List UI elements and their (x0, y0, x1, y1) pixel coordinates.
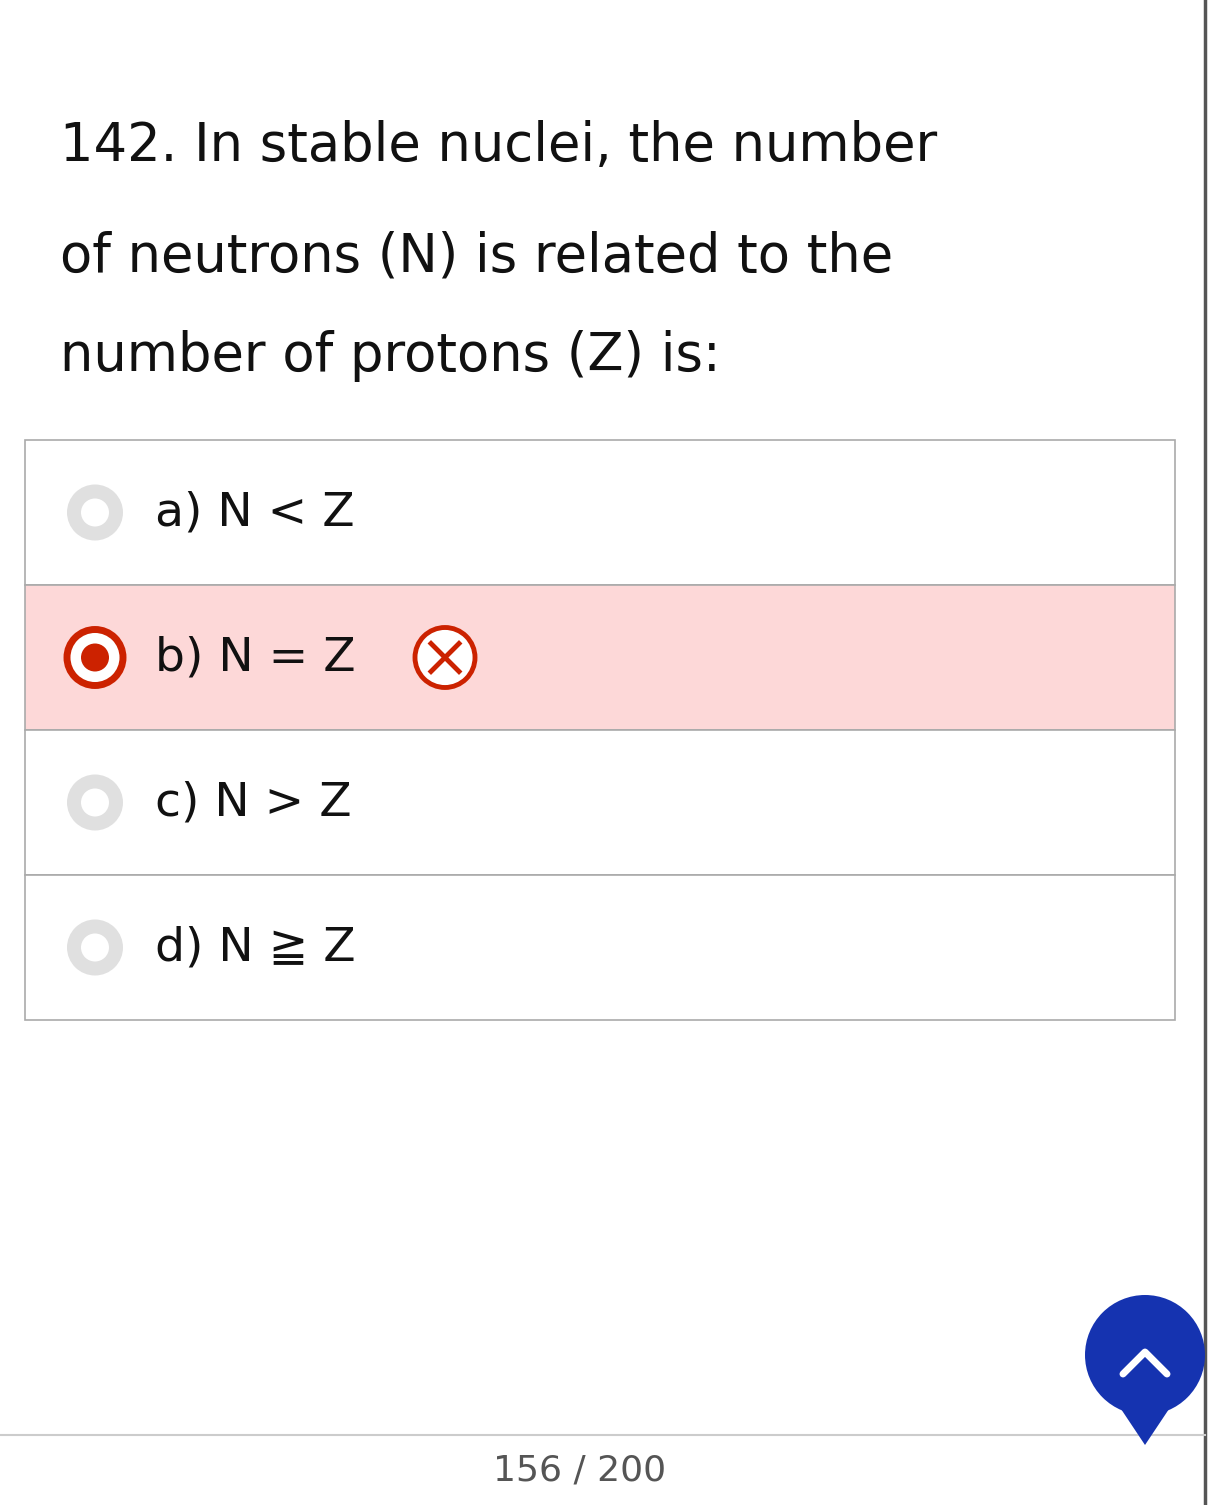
Circle shape (67, 920, 124, 975)
Text: b) N = Z: b) N = Z (155, 635, 356, 680)
FancyBboxPatch shape (24, 585, 1175, 730)
Circle shape (81, 644, 109, 671)
Circle shape (81, 933, 109, 962)
FancyBboxPatch shape (24, 874, 1175, 1020)
Circle shape (81, 789, 109, 817)
Circle shape (415, 628, 475, 688)
Text: number of protons (Z) is:: number of protons (Z) is: (60, 330, 720, 382)
Text: d) N ≧ Z: d) N ≧ Z (155, 926, 356, 971)
Circle shape (1085, 1294, 1205, 1415)
Circle shape (67, 775, 124, 831)
Text: c) N > Z: c) N > Z (155, 780, 352, 825)
FancyBboxPatch shape (24, 439, 1175, 585)
Circle shape (67, 485, 124, 540)
FancyBboxPatch shape (24, 730, 1175, 874)
Circle shape (67, 629, 124, 685)
Polygon shape (1115, 1400, 1175, 1445)
Circle shape (81, 498, 109, 527)
Text: 142. In stable nuclei, the number: 142. In stable nuclei, the number (60, 120, 937, 172)
Text: 156 / 200: 156 / 200 (493, 1452, 667, 1487)
Text: of neutrons (N) is related to the: of neutrons (N) is related to the (60, 230, 893, 281)
Text: a) N < Z: a) N < Z (155, 491, 355, 534)
